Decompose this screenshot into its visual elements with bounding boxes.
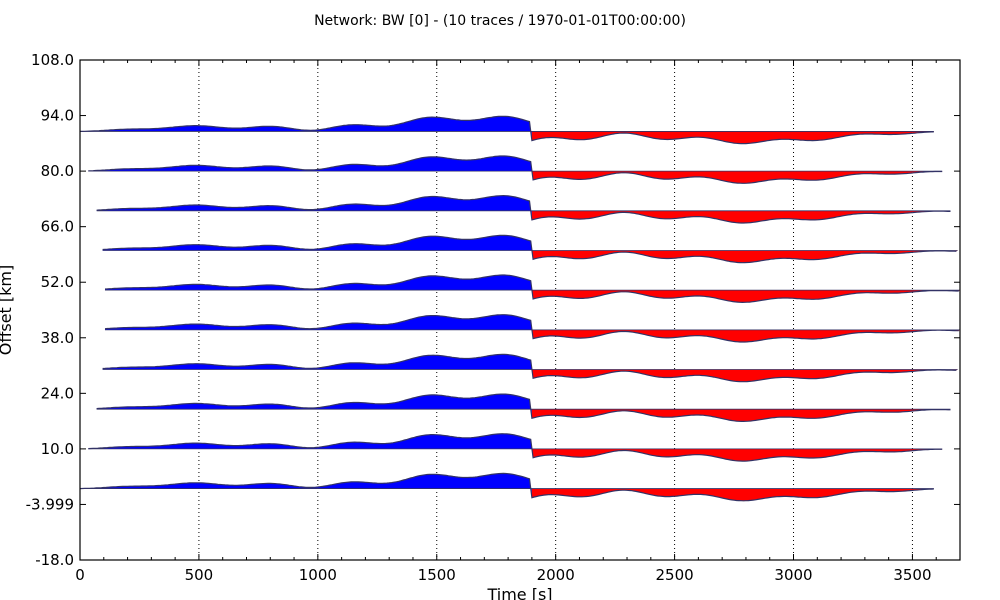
trace-line xyxy=(96,194,951,224)
trace xyxy=(104,314,960,343)
trace xyxy=(80,472,934,502)
traces-group xyxy=(80,115,960,502)
x-axis-label: Time [s] xyxy=(486,585,552,600)
trace-negative-fill xyxy=(531,448,943,462)
trace xyxy=(104,274,960,304)
y-tick-label: 80.0 xyxy=(41,162,74,180)
y-tick-labels: 108.0 94.0 80.0 66.0 52.0 38.0 24.0 10.0 -3.999 -… xyxy=(26,51,74,569)
x-tick-label: 3000 xyxy=(774,566,812,584)
chart-title: Network: BW [0] - (10 traces / 1970-01-0… xyxy=(314,13,686,29)
y-tick-label: -18.0 xyxy=(35,551,74,569)
trace-line xyxy=(88,155,943,184)
plot-frame xyxy=(79,59,961,561)
trace-positive-fill xyxy=(80,116,532,141)
x-tick-label: 3500 xyxy=(893,566,931,584)
trace xyxy=(96,393,951,422)
trace xyxy=(96,194,951,224)
y-tick-label: -3.999 xyxy=(26,495,74,513)
x-tick-label: 2000 xyxy=(537,566,575,584)
trace-positive-fill xyxy=(88,156,532,172)
trace xyxy=(102,353,958,383)
trace-positive-fill xyxy=(104,275,532,291)
trace-negative-fill xyxy=(531,409,951,422)
trace-positive-fill xyxy=(88,433,532,449)
trace-line xyxy=(80,472,934,502)
trace-positive-fill xyxy=(96,195,532,220)
trace xyxy=(102,234,958,264)
trace-positive-fill xyxy=(102,354,532,370)
trace-negative-fill xyxy=(531,488,934,501)
trace-positive-fill xyxy=(96,394,532,419)
trace-line xyxy=(102,234,957,264)
trace-line xyxy=(96,393,951,422)
trace xyxy=(88,433,943,462)
trace xyxy=(88,155,943,184)
trace-line xyxy=(102,353,957,383)
axis-ticks xyxy=(79,59,960,561)
trace-positive-fill xyxy=(80,473,532,498)
y-tick-label: 24.0 xyxy=(41,384,74,402)
y-tick-label: 38.0 xyxy=(41,329,74,347)
y-tick-label: 108.0 xyxy=(31,51,74,69)
x-tick-label: 2500 xyxy=(656,566,694,584)
trace-negative-fill xyxy=(531,210,951,223)
y-tick-label: 94.0 xyxy=(41,107,74,125)
trace-positive-fill xyxy=(102,235,532,251)
trace-negative-fill xyxy=(531,171,943,184)
x-tick-label: 1000 xyxy=(299,566,337,584)
trace-line xyxy=(88,433,943,462)
trace-negative-fill xyxy=(531,131,934,144)
y-tick-label: 10.0 xyxy=(41,440,74,458)
y-tick-label: 66.0 xyxy=(41,218,74,236)
x-tick-label: 1500 xyxy=(418,566,456,584)
y-axis-label: Offset [km] xyxy=(0,265,15,356)
x-tick-labels: 0 500 1000 1500 2000 2500 3000 3500 xyxy=(75,566,931,584)
x-tick-label: 0 xyxy=(75,566,85,584)
y-tick-label: 52.0 xyxy=(41,273,74,291)
trace xyxy=(80,115,934,145)
x-tick-label: 500 xyxy=(185,566,214,584)
trace-line xyxy=(80,115,934,145)
trace-positive-fill xyxy=(104,314,532,330)
